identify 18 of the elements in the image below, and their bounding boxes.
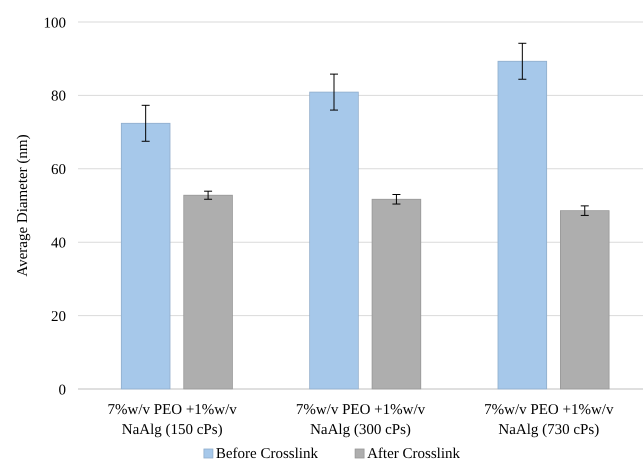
legend-label: After Crosslink: [367, 446, 461, 462]
y-tick-label: 80: [51, 88, 66, 105]
y-tick-label: 60: [51, 162, 66, 178]
bar: [183, 194, 233, 390]
y-tick-label: 100: [44, 15, 66, 32]
bar: [372, 198, 422, 390]
y-tick-label: 40: [51, 235, 66, 252]
bar: [498, 60, 548, 390]
legend-label: Before Crosslink: [216, 446, 318, 462]
x-tick-label: 7%w/v PEO +1%w/v NaAlg (150 cPs): [108, 402, 238, 438]
y-tick-label: 0: [58, 382, 66, 398]
y-axis-title: Average Diameter (nm): [15, 134, 31, 277]
bar: [120, 122, 170, 390]
bar: [560, 210, 610, 390]
y-tick-label: 20: [51, 308, 66, 325]
bar: [309, 92, 359, 390]
x-tick-label: 7%w/v PEO +1%w/v NaAlg (300 cPs): [296, 402, 426, 438]
x-tick-label: 7%w/v PEO +1%w/v NaAlg (730 cPs): [484, 402, 614, 438]
